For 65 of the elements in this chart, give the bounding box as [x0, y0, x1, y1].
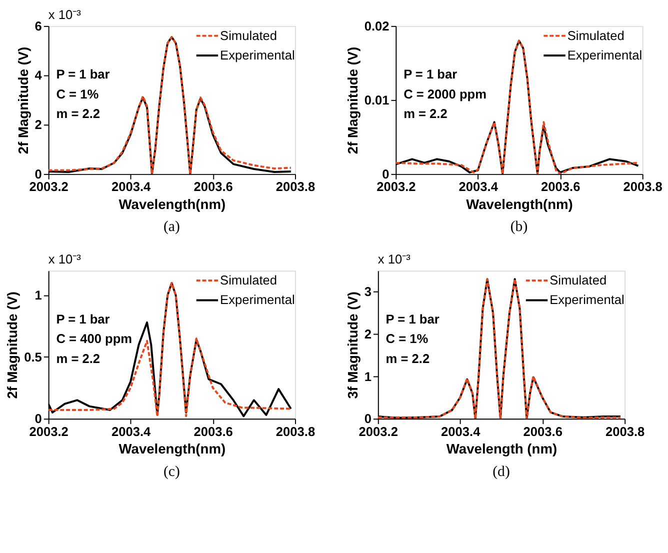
annotation: P = 1 bar: [56, 66, 110, 82]
y-axis-title: 2f Magnitude (V): [344, 46, 360, 154]
annotation: C = 1%: [386, 331, 429, 346]
y-tick-label: 1: [364, 368, 372, 384]
x-tick-label: 2003.6: [194, 179, 233, 194]
y-tick-label: 0.5: [24, 349, 42, 364]
y-tick-label: 6: [34, 18, 42, 34]
x-tick-label: 2003.6: [541, 179, 580, 194]
annotation: m = 2.2: [56, 350, 100, 366]
y-axis-title: 2f Magnitude (V): [14, 46, 31, 154]
annotation: C = 1%: [56, 86, 100, 102]
x-tick-label: 2003.2: [29, 424, 68, 439]
annotation: m = 2.2: [56, 106, 100, 122]
y-tick-label: 0.02: [364, 18, 390, 34]
x-tick-label: 2003.4: [111, 179, 152, 194]
x-tick-label: 2003.6: [194, 424, 233, 439]
legend-label: Experimental: [550, 292, 624, 308]
x-axis-title: Wavelength(nm): [118, 196, 226, 212]
y-tick-label: 0.01: [364, 92, 390, 108]
x-axis-title: Wavelength(nm): [466, 196, 573, 212]
annotation: C = 2000 ppm: [404, 86, 487, 102]
legend-label: Experimental: [220, 47, 295, 62]
x-tick-label: 2003.4: [458, 179, 499, 194]
y-tick-label: 2: [364, 326, 372, 342]
legend-label: Simulated: [550, 272, 607, 288]
text: x 10⁻³: [378, 252, 412, 267]
legend-label: Experimental: [567, 47, 642, 62]
text: (b): [510, 219, 528, 236]
y-tick-label: 0: [364, 411, 372, 426]
y-axis-title: 2f Magnitude (V): [4, 291, 20, 399]
y-tick-label: 1: [34, 288, 42, 303]
text: (d): [492, 464, 510, 480]
x-tick-label: 2003.4: [441, 424, 482, 439]
x-tick-label: 2003.6: [523, 424, 562, 439]
annotation: P = 1 bar: [386, 311, 440, 326]
x-tick-label: 2003.2: [376, 179, 416, 194]
x-tick-label: 2003.4: [111, 424, 152, 439]
text: (c): [163, 464, 180, 480]
y-axis-title: 3f Magnitude (V): [344, 291, 360, 399]
text: x 10⁻³: [48, 252, 82, 267]
x-tick-label: 2003.2: [358, 424, 398, 439]
legend-label: Simulated: [567, 28, 624, 43]
y-tick-label: 0: [382, 166, 390, 182]
y-tick-label: 3: [364, 284, 372, 300]
x-tick-label: 2003.8: [605, 424, 645, 439]
x-tick-label: 2003.8: [276, 424, 316, 439]
x-axis-title: Wavelength(nm): [118, 440, 226, 457]
legend-label: Experimental: [220, 292, 295, 308]
y-tick-label: 0: [34, 411, 42, 426]
y-tick-label: 2: [34, 117, 42, 132]
annotation: P = 1 bar: [404, 66, 458, 82]
legend-label: Simulated: [220, 272, 278, 288]
x-tick-label: 2003.8: [276, 179, 316, 194]
text: (a): [163, 219, 180, 236]
y-tick-label: 4: [34, 68, 43, 83]
annotation: m = 2.2: [404, 106, 448, 122]
annotation: C = 400 ppm: [56, 331, 132, 346]
x-tick-label: 2003.8: [623, 179, 662, 194]
legend-label: Simulated: [220, 28, 278, 43]
annotation: P = 1 bar: [56, 311, 110, 326]
y-tick-label: 0: [34, 166, 42, 182]
x-axis-title: Wavelength (nm): [446, 440, 558, 457]
x-tick-label: 2003.2: [29, 179, 68, 194]
annotation: m = 2.2: [386, 350, 430, 366]
text: x 10⁻³: [48, 7, 82, 22]
